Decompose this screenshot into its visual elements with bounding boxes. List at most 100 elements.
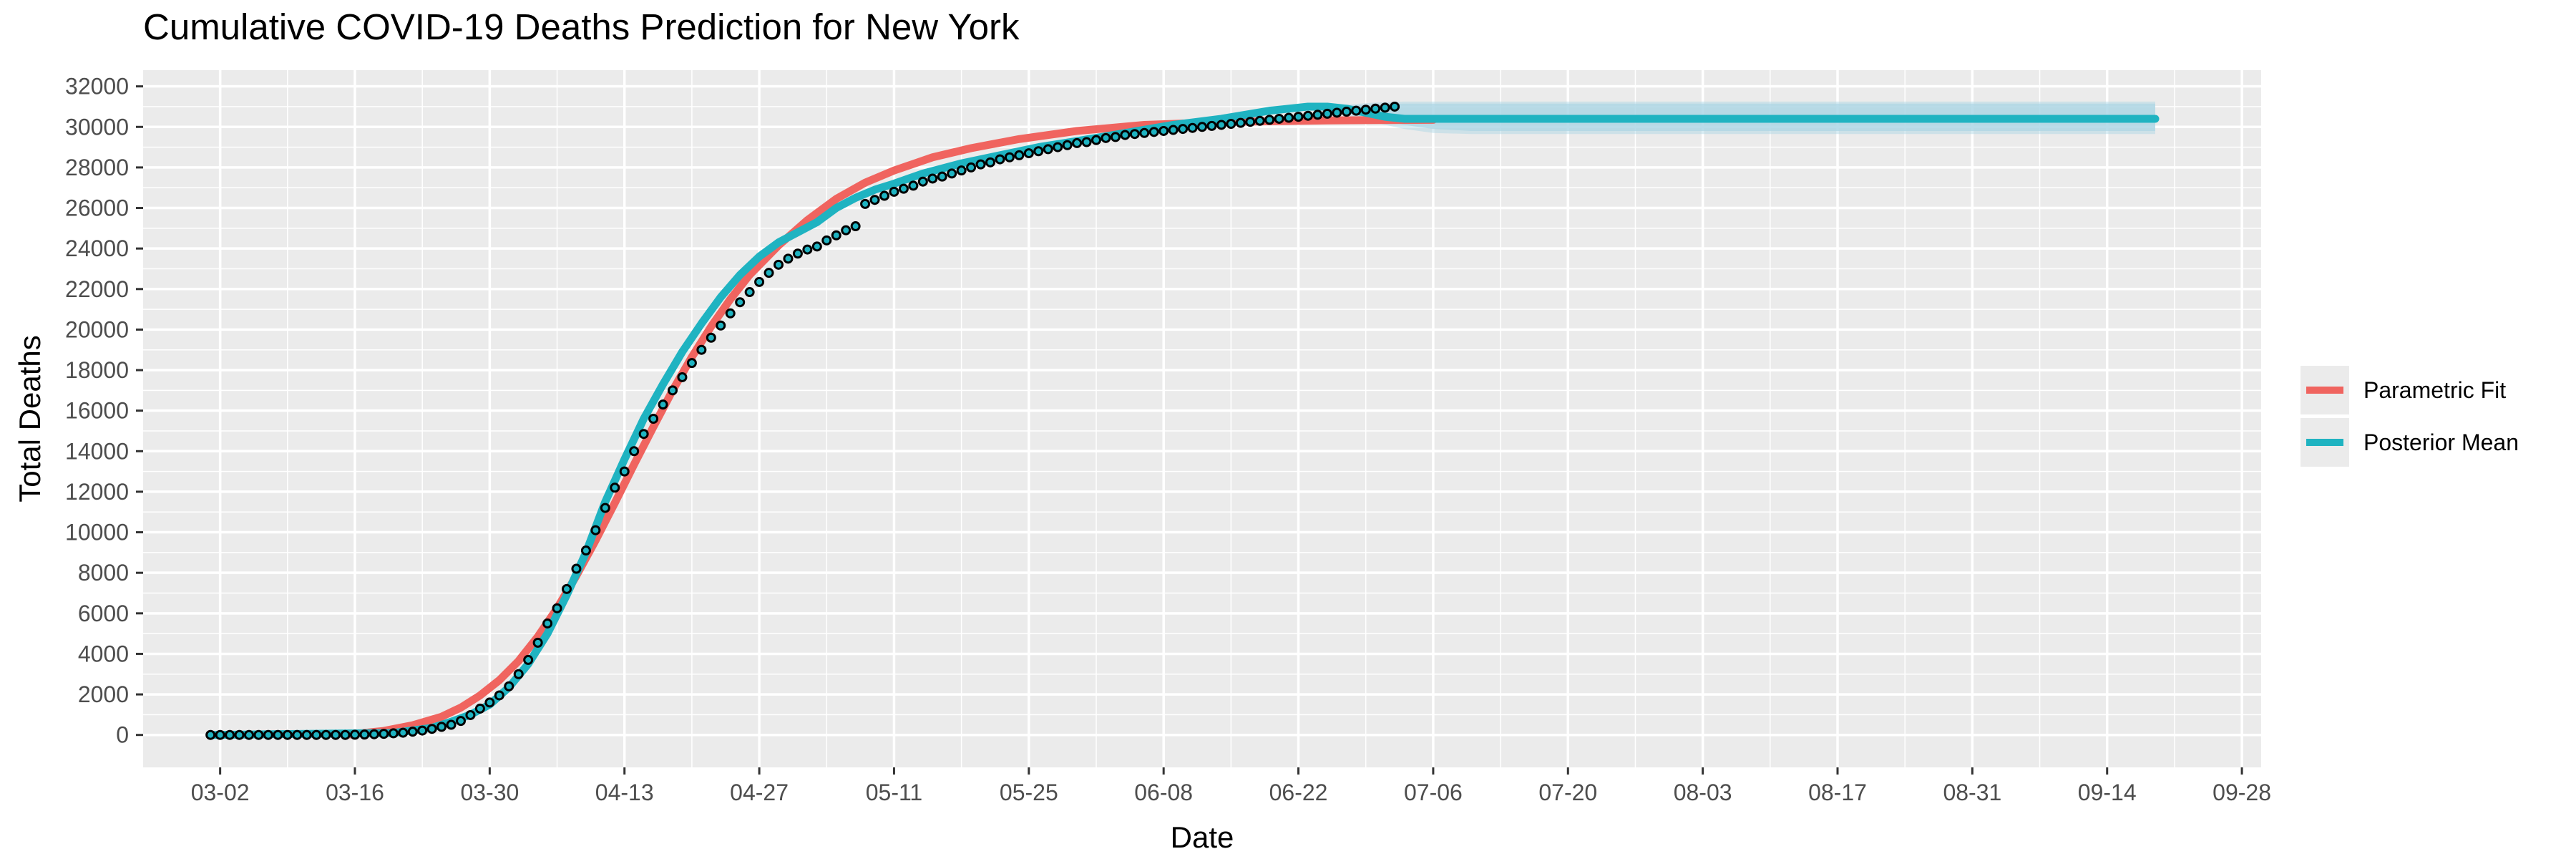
observed-point [1341,107,1352,117]
observed-point [1043,144,1053,155]
x-tick-label: 09-14 [2078,780,2137,805]
observed-point [1081,137,1092,147]
observed-point [1168,125,1179,135]
x-tick-label: 03-02 [191,780,250,805]
y-axis-title: Total Deaths [13,335,47,502]
observed-point [1158,125,1169,136]
observed-point [562,583,572,594]
observed-point [850,221,861,232]
observed-point [513,669,524,679]
observed-point [1053,142,1063,152]
observed-point [966,162,977,173]
observed-point [417,725,428,736]
x-tick-label: 07-06 [1404,780,1463,805]
observed-point [350,729,360,740]
observed-point [1264,115,1275,125]
y-tick-label: 20000 [65,316,129,342]
observed-point [484,697,495,708]
observed-point [215,729,225,740]
observed-point [571,563,582,574]
x-tick-label: 04-13 [595,780,654,805]
observed-point [1390,101,1400,112]
y-tick-label: 0 [116,722,129,748]
observed-point [253,729,264,740]
observed-point [282,729,293,740]
observed-point [1091,135,1101,145]
observed-point [811,241,822,252]
observed-point [1148,127,1159,137]
observed-point [331,729,341,740]
observed-point [1351,105,1362,116]
plot-panel [143,70,2261,767]
legend-label-posterior-mean: Posterior Mean [2363,430,2519,455]
y-tick-label: 8000 [78,560,129,586]
observed-point [1332,107,1342,118]
y-tick-label: 2000 [78,681,129,707]
observed-point [1110,132,1121,142]
observed-point [1235,117,1246,128]
observed-point [1312,110,1323,120]
observed-point [1303,110,1313,121]
observed-point [908,180,919,191]
y-tick-label: 4000 [78,641,129,666]
observed-point [889,186,899,197]
observed-point [995,154,1005,165]
observed-point [1274,113,1284,124]
observed-point [273,729,283,740]
x-tick-label: 07-20 [1538,780,1597,805]
observed-point [677,372,688,382]
observed-point [456,716,466,727]
observed-point [426,724,437,734]
observed-point [947,168,957,179]
observed-point [379,729,389,739]
x-tick-label: 08-31 [1943,780,2001,805]
observed-point [532,637,543,648]
observed-point [774,259,784,270]
y-tick-label: 28000 [65,155,129,180]
observed-point [648,414,659,424]
grid-layer [143,70,2261,767]
y-tick-label: 26000 [65,195,129,221]
posterior-mean-line [206,102,2160,739]
x-tick-label: 05-25 [1000,780,1058,805]
x-axis-title: Date [1171,820,1234,854]
observed-point [821,235,832,246]
observed-point [1120,130,1131,140]
observed-point [1197,122,1207,132]
observed-point [1206,120,1217,131]
observed-point [446,719,457,730]
y-tick-label: 16000 [65,398,129,424]
observed-point [205,729,216,740]
observed-point [629,446,640,457]
observed-points-layer [205,101,1400,740]
observed-point [1360,105,1371,115]
observed-point [590,525,601,535]
x-tick-label: 05-11 [866,780,922,805]
observed-point [783,253,794,264]
observed-point [494,690,504,701]
observed-point [1187,122,1198,133]
observed-point [860,198,871,209]
observed-point [552,603,562,613]
y-tick-label: 14000 [65,438,129,464]
observed-point [725,308,736,319]
observed-point [580,545,591,556]
series-layer [206,102,2160,739]
observed-point [225,729,235,740]
observed-point [917,176,928,187]
observed-point [668,385,678,396]
y-tick-label: 24000 [65,236,129,261]
observed-point [1033,146,1044,157]
observed-point [301,729,312,740]
observed-point [879,190,889,201]
observed-point [1139,127,1150,138]
x-tick-label: 03-16 [326,780,384,805]
observed-point [1370,103,1381,114]
x-tick-label: 04-27 [730,780,789,805]
observed-point [1226,119,1236,130]
observed-point [1129,129,1140,140]
observed-point [1004,152,1015,162]
observed-point [340,729,351,740]
observed-point [686,358,697,369]
observed-point [388,728,399,739]
